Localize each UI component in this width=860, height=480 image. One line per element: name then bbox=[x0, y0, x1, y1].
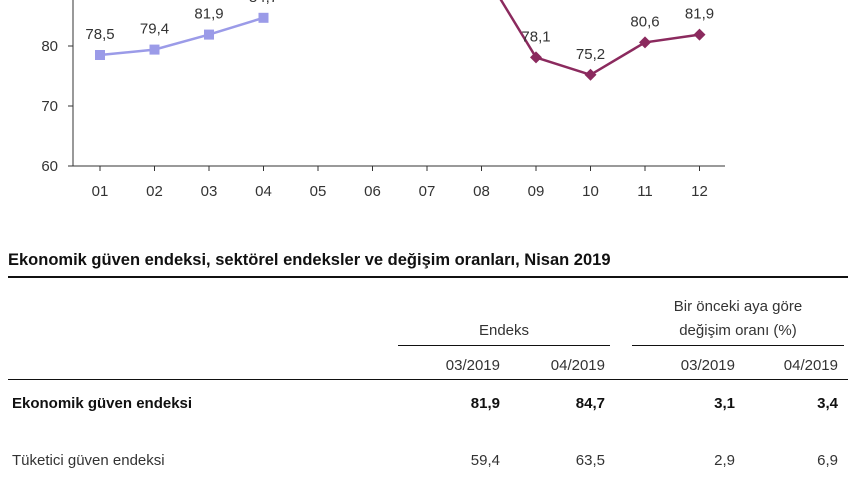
table-cell: 2,9 bbox=[714, 452, 735, 469]
header-rule bbox=[8, 379, 848, 380]
data-label: 75,2 bbox=[576, 46, 605, 63]
data-point-marker bbox=[530, 51, 542, 64]
x-tick-label: 11 bbox=[637, 183, 653, 200]
table-cell: 81,9 bbox=[470, 395, 500, 412]
x-tick-label: 08 bbox=[473, 183, 490, 200]
y-tick-label: 80 bbox=[41, 38, 58, 55]
row-label-economic: Ekonomik güven endeksi bbox=[12, 395, 193, 412]
data-label: 80,6 bbox=[630, 13, 659, 30]
table-title: Ekonomik güven endeksi, sektörel endeksl… bbox=[8, 251, 611, 269]
x-tick-label: 01 bbox=[92, 183, 109, 200]
data-point-marker bbox=[149, 44, 160, 55]
table-top-rule bbox=[8, 276, 848, 278]
data-point-marker bbox=[639, 36, 651, 49]
group-underline-change bbox=[632, 345, 844, 346]
x-tick-label: 07 bbox=[419, 183, 436, 200]
data-label: 81,9 bbox=[194, 6, 223, 23]
table-cell: 63,5 bbox=[575, 452, 605, 469]
table-cell: 59,4 bbox=[470, 452, 500, 469]
x-tick-label: 05 bbox=[310, 183, 327, 200]
data-point-marker bbox=[95, 50, 105, 60]
column-header: 03/2019 bbox=[445, 357, 500, 374]
column-header: 03/2019 bbox=[680, 357, 735, 374]
data-label: 78,5 bbox=[85, 26, 114, 43]
group-header-index: Endeks bbox=[478, 322, 530, 339]
data-label: 78,1 bbox=[521, 28, 550, 45]
chart-axes bbox=[72, 0, 725, 167]
data-point-marker bbox=[204, 29, 214, 40]
x-tick-label: 02 bbox=[146, 183, 163, 200]
column-header: 04/2019 bbox=[783, 357, 838, 374]
data-point-marker bbox=[258, 12, 269, 23]
group-header-change-line2: değişim oranı (%) bbox=[679, 322, 797, 339]
y-tick-label: 60 bbox=[41, 158, 58, 175]
y-axis-ticks: 60 70 80 bbox=[41, 38, 73, 175]
line-chart: 60 70 80 01 02 03 04 05 06 07 08 09 10 11 12 78,5 79,4… bbox=[41, 0, 725, 200]
table-cell: 3,1 bbox=[714, 395, 735, 412]
series-line bbox=[499, 0, 700, 77]
series-line bbox=[99, 16, 264, 57]
data-label: 79,4 bbox=[140, 21, 169, 38]
data-point-marker bbox=[693, 28, 706, 41]
x-tick-label: 03 bbox=[201, 183, 218, 200]
table-cell: 84,7 bbox=[575, 395, 605, 412]
x-axis-ticks: 01 02 03 04 05 06 07 08 09 10 11 12 bbox=[92, 166, 708, 200]
x-tick-label: 04 bbox=[255, 183, 272, 200]
data-label: 81,9 bbox=[685, 6, 714, 23]
group-underline-index bbox=[398, 345, 610, 346]
table-cell: 3,4 bbox=[817, 395, 838, 412]
x-tick-label: 09 bbox=[528, 183, 545, 200]
column-header: 04/2019 bbox=[550, 357, 605, 374]
row-label-consumer: Tüketici güven endeksi bbox=[12, 452, 165, 469]
table-cell: 6,9 bbox=[817, 452, 838, 469]
x-tick-label: 12 bbox=[691, 183, 708, 200]
group-header-change-line1: Bir önceki aya göre bbox=[673, 298, 803, 315]
data-labels: 78,5 79,4 81,9 84,7 78,1 75,2 80,6 81,9 bbox=[85, 0, 714, 63]
x-tick-label: 06 bbox=[364, 183, 381, 200]
chart-series bbox=[95, 0, 706, 81]
y-tick-label: 70 bbox=[41, 98, 58, 115]
x-tick-label: 10 bbox=[582, 183, 599, 200]
data-label: 84,7 bbox=[249, 0, 278, 6]
data-point-marker bbox=[584, 68, 597, 81]
